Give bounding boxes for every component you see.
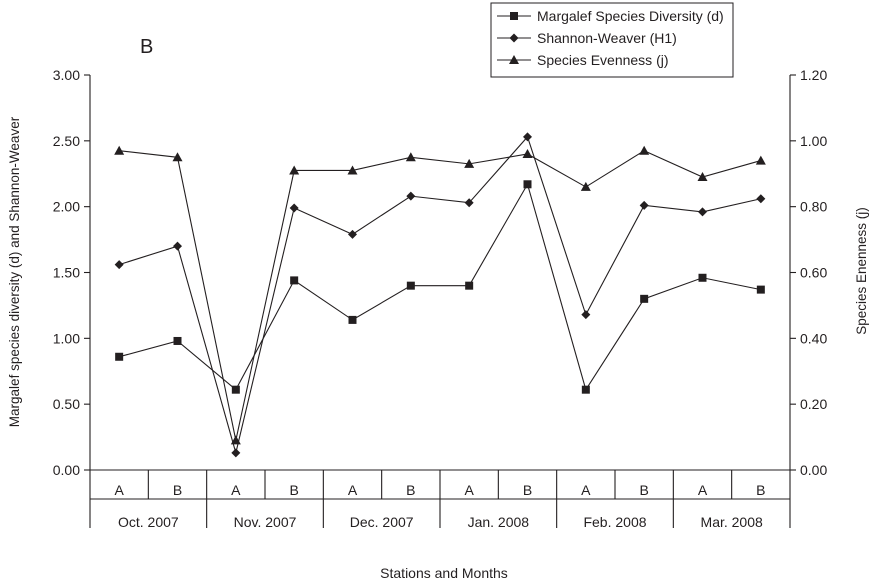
data-point-square [406,281,415,290]
data-point-diamond [523,132,532,142]
data-point-square [581,385,590,394]
data-point-triangle [172,152,183,162]
data-point-triangle [464,158,475,168]
series-line-triangle [119,150,761,441]
data-point-square [640,294,649,303]
category-label: B [523,482,532,498]
legend-marker-triangle [509,55,519,64]
category-label: B [639,482,648,498]
category-label: B [173,482,182,498]
data-point-square [698,273,707,282]
y-tick-label-right: 0.20 [800,396,827,412]
series-line-square [119,182,761,392]
panel-label: B [140,36,153,58]
y-tick-label-right: 0.40 [800,330,827,346]
axes: 0.00 0.50 1.00 1.50 2.00 2.50 3.00 0.00 0.20 0.40… [53,67,828,530]
series-line-diamond [119,135,761,456]
y-axis-title-left: Margalef species diversity (d) and Shann… [7,116,22,427]
x-axis-title: Stations and Months [380,565,508,580]
data-point-square [348,315,357,324]
category-label: A [698,482,708,498]
data-point-square [231,385,240,394]
legend-marker-square [510,12,518,20]
data-point-diamond [406,191,416,201]
data-point-triangle [230,435,241,445]
data-point-square [290,276,299,285]
group-label: Nov. 2007 [234,514,297,530]
legend-box [490,2,734,78]
data-point-square [756,285,765,294]
group-label: Dec. 2007 [350,514,414,530]
data-point-square [465,281,474,290]
y-tick-label-left: 2.00 [53,199,80,215]
y-tick-label-left: 2.50 [53,133,80,149]
y-tick-label-left: 3.00 [53,67,80,83]
y-tick-label-left: 1.50 [53,265,80,281]
data-point-triangle [289,165,300,175]
legend-marker-diamond [509,33,519,43]
data-point-square [523,180,532,189]
data-point-diamond [348,229,357,239]
category-label: B [406,482,415,498]
category-label: B [756,482,765,498]
data-point-diamond [756,194,766,204]
y-tick-label-right: 1.00 [800,133,827,149]
y-tick-label-right: 0.60 [800,265,827,281]
y-tick-label-right: 1.20 [800,67,827,83]
y-tick-label-left: 0.50 [53,396,80,412]
y-tick-label-left: 0.00 [53,462,80,478]
data-point-triangle [522,149,533,158]
data-point-triangle [639,145,650,155]
legend-label: Shannon-Weaver (H1) [537,30,677,46]
category-label: A [581,482,591,498]
group-label: Oct. 2007 [118,514,179,530]
legend-label: Margalef Species Diversity (d) [537,8,724,24]
category-label: A [114,482,124,498]
data-point-triangle [405,152,416,162]
category-label: A [464,482,474,498]
legend: Margalef Species Diversity (d) Shannon-We… [490,2,734,78]
data-point-diamond [464,198,474,208]
data-point-diamond [581,310,591,320]
legend-label: Species Evenness (j) [537,52,669,68]
category-label: A [348,482,358,498]
plot-area [114,132,766,458]
data-point-triangle [114,145,125,155]
y-tick-label-right: 0.00 [800,462,827,478]
y-tick-label-left: 1.00 [53,330,80,346]
group-label: Mar. 2008 [701,514,763,530]
y-tick-label-right: 0.80 [800,199,827,215]
data-point-diamond [173,241,182,251]
data-point-triangle [755,155,766,165]
data-point-triangle [580,181,591,191]
group-label: Jan. 2008 [468,514,530,530]
data-point-triangle [347,165,358,175]
data-point-diamond [231,448,241,458]
category-label: B [289,482,298,498]
data-point-square [115,352,124,361]
y-axis-title-right: Species Enenness (j) [854,207,869,335]
data-point-diamond [639,200,649,210]
group-label: Feb. 2008 [583,514,646,530]
data-point-square [173,336,182,345]
category-label: A [231,482,241,498]
data-point-diamond [289,203,299,213]
data-point-diamond [114,260,124,270]
data-point-diamond [698,207,707,217]
data-point-triangle [697,172,708,182]
